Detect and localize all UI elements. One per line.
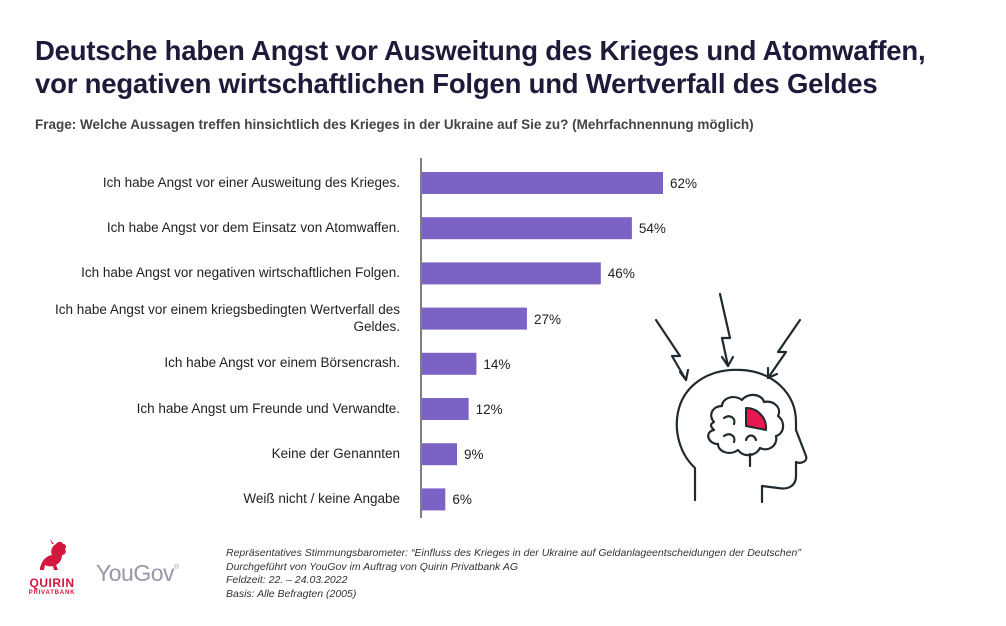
category-label-5: Ich habe Angst um Freunde und Verwandte. xyxy=(136,400,400,416)
bar-4 xyxy=(422,352,477,375)
bar-2 xyxy=(422,262,601,285)
value-label-5: 12% xyxy=(475,402,503,417)
question-subtitle: Frage: Welche Aussagen treffen hinsichtl… xyxy=(35,117,754,132)
quirin-logo: QUIRIN PRIVATBANK xyxy=(22,538,82,597)
bar-6 xyxy=(422,443,457,466)
chart-title: Deutsche haben Angst vor Ausweitung des … xyxy=(35,34,985,100)
category-label-1: Ich habe Angst vor dem Einsatz von Atomw… xyxy=(106,219,400,235)
value-label-0: 62% xyxy=(670,176,698,191)
category-label-4: Ich habe Angst vor einem Börsencrash. xyxy=(164,355,400,371)
quirin-sub: PRIVATBANK xyxy=(28,590,76,596)
category-label-7: Weiß nicht / keine Angabe xyxy=(243,490,400,506)
yougov-logo: YouGov® xyxy=(96,560,179,587)
bar-3 xyxy=(422,307,527,330)
footer-survey: Repräsentatives Stimmungsbarometer: “Ein… xyxy=(226,547,801,559)
value-label-4: 14% xyxy=(483,356,511,372)
yougov-registered-mark: ® xyxy=(174,564,179,571)
footer-conducted: Durchgeführt von YouGov im Auftrag von Q… xyxy=(226,560,519,573)
category-label-2: Ich habe Angst vor negativen wirtschaftl… xyxy=(81,264,400,280)
category-label-3: Ich habe Angst vor einem kriegsbedingten… xyxy=(55,301,400,334)
bar-0 xyxy=(422,172,663,194)
value-label-3: 27% xyxy=(533,311,561,327)
value-label-6: 9% xyxy=(463,447,484,463)
quirin-horse-icon xyxy=(40,539,67,570)
category-label-6: Keine der Genannten xyxy=(271,445,400,461)
bar-5 xyxy=(422,398,469,420)
bar-1 xyxy=(422,217,632,240)
head-brain-stress-icon xyxy=(654,292,808,504)
quirin-name: QUIRIN xyxy=(29,576,75,590)
value-label-2: 46% xyxy=(607,266,635,282)
category-label-0: Ich habe Angst vor einer Ausweitung des … xyxy=(102,174,400,190)
footer-basis: Basis: Alle Befragten (2005) xyxy=(226,587,357,600)
footer-fieldtime: Feldzeit: 22. – 24.03.2022 xyxy=(226,574,348,586)
title-line-1: Deutsche haben Angst vor Ausweitung des … xyxy=(35,35,926,66)
value-label-1: 54% xyxy=(638,221,666,237)
bar-7 xyxy=(422,488,446,511)
yougov-text: YouGov xyxy=(96,560,175,586)
value-label-7: 6% xyxy=(452,492,472,508)
title-line-2: vor negativen wirtschaftlichen Folgen un… xyxy=(35,68,878,99)
source-footnote: Repräsentatives Stimmungsbarometer: “Ein… xyxy=(226,547,801,601)
